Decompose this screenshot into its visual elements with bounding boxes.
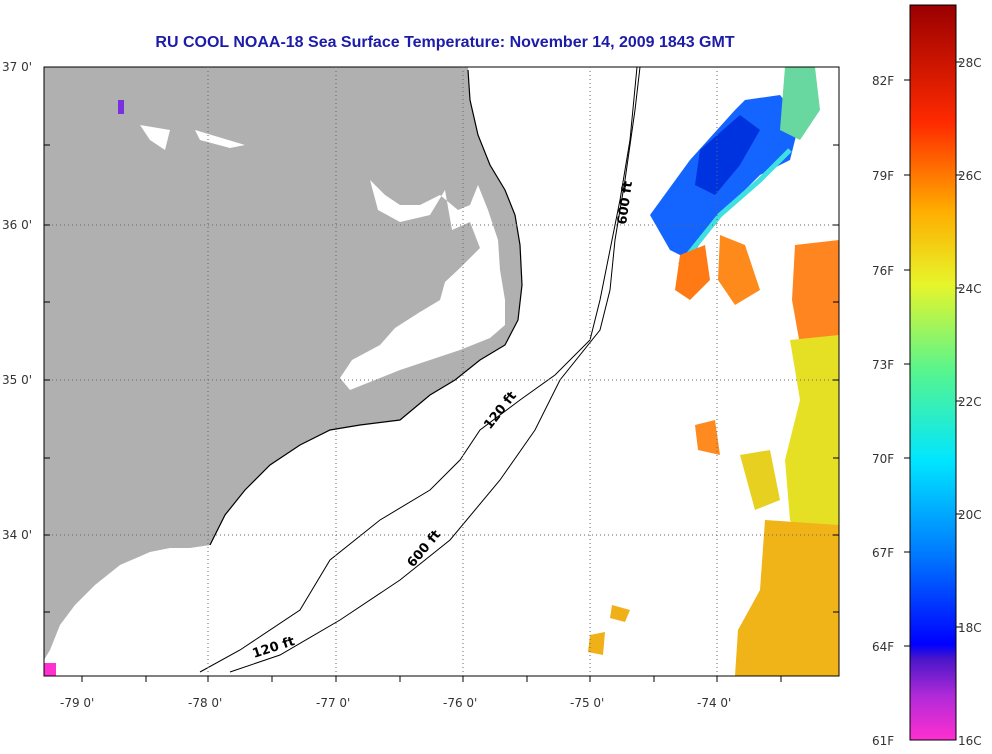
colorbar-c-label: 20C bbox=[958, 508, 982, 522]
lon-label: -78 0' bbox=[188, 696, 222, 710]
colorbar-c-label: 28C bbox=[958, 56, 982, 70]
lat-label: 35 0' bbox=[2, 373, 32, 387]
colorbar-c-label: 24C bbox=[958, 282, 982, 296]
sst-mid-water bbox=[735, 520, 839, 676]
sst-cold-spot bbox=[118, 100, 124, 114]
graticule bbox=[44, 67, 839, 676]
colorbar-c-label: 18C bbox=[958, 621, 982, 635]
map-title: RU COOL NOAA-18 Sea Surface Temperature:… bbox=[155, 34, 735, 51]
pamlico-sound bbox=[340, 180, 505, 390]
lat-label: 37 0' bbox=[2, 60, 32, 74]
colorbar-f-label: 67F bbox=[872, 546, 894, 560]
colorbar-ticks bbox=[904, 61, 962, 647]
colorbar-f-label: 82F bbox=[872, 74, 894, 88]
isobath-120ft bbox=[199, 67, 638, 673]
colorbar-f-label: 70F bbox=[872, 452, 894, 466]
colorbar-c-label: 16C bbox=[958, 734, 982, 748]
sst-warm-gulfstream bbox=[792, 240, 839, 345]
colorbar-f-label: 76F bbox=[872, 264, 894, 278]
map-border bbox=[43, 66, 840, 677]
lon-label: -77 0' bbox=[316, 696, 350, 710]
sst-cold-core bbox=[695, 115, 760, 195]
sst-cold-spot bbox=[44, 663, 56, 676]
colorbar-f-label: 61F bbox=[872, 734, 894, 748]
colorbar-f-label: 64F bbox=[872, 640, 894, 654]
lat-label: 34 0' bbox=[2, 528, 32, 542]
river-estuary bbox=[140, 125, 245, 150]
sst-warm-patch bbox=[610, 605, 630, 622]
sst-warm-patch bbox=[588, 632, 605, 655]
colorbar bbox=[909, 4, 957, 741]
lat-label: 36 0' bbox=[2, 218, 32, 232]
sst-warm-patch bbox=[695, 420, 720, 455]
lon-label: -76 0' bbox=[443, 696, 477, 710]
colorbar-c-label: 22C bbox=[958, 395, 982, 409]
sst-cool-north bbox=[780, 67, 820, 140]
sst-mid-water bbox=[785, 335, 839, 560]
colorbar-f-label: 79F bbox=[872, 169, 894, 183]
lon-label: -79 0' bbox=[60, 696, 94, 710]
coastline bbox=[209, 69, 523, 546]
sst-mid-water bbox=[740, 450, 780, 510]
lon-label: -75 0' bbox=[570, 696, 604, 710]
colorbar-c-label: 26C bbox=[958, 169, 982, 183]
sst-front bbox=[678, 148, 792, 267]
lon-label: -74 0' bbox=[697, 696, 731, 710]
contour-label-600ft: 600 ft bbox=[615, 180, 636, 225]
sst-warm-patch bbox=[718, 235, 760, 305]
tick-marks bbox=[44, 144, 839, 682]
colorbar-f-label: 73F bbox=[872, 358, 894, 372]
isobath-600ft bbox=[229, 67, 641, 673]
sst-warm-patch bbox=[675, 245, 710, 300]
